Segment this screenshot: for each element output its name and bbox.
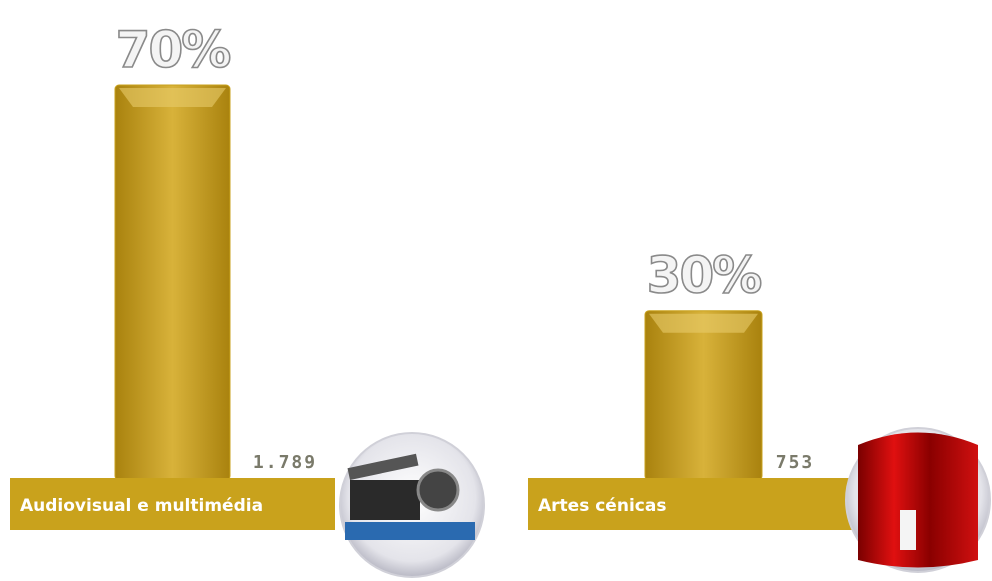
hand bbox=[900, 510, 916, 550]
bar bbox=[114, 84, 231, 481]
category-band bbox=[10, 478, 335, 530]
bar bbox=[644, 310, 763, 481]
bar-bevel bbox=[119, 88, 226, 107]
film-strip bbox=[345, 522, 475, 540]
category-label: Audiovisual e multimédia bbox=[20, 496, 263, 516]
count-label: 753 bbox=[776, 452, 815, 473]
clapper-top bbox=[347, 453, 419, 480]
category-band bbox=[528, 478, 858, 530]
value-label: 30% bbox=[647, 247, 762, 305]
clapper bbox=[350, 480, 420, 520]
value-label: 70% bbox=[116, 21, 231, 79]
count-label: 1.789 bbox=[253, 452, 317, 473]
category-label: Artes cénicas bbox=[538, 496, 666, 516]
reel bbox=[416, 468, 460, 512]
icons bbox=[339, 427, 991, 578]
bar-bevel bbox=[649, 313, 758, 333]
curtain bbox=[858, 432, 978, 568]
